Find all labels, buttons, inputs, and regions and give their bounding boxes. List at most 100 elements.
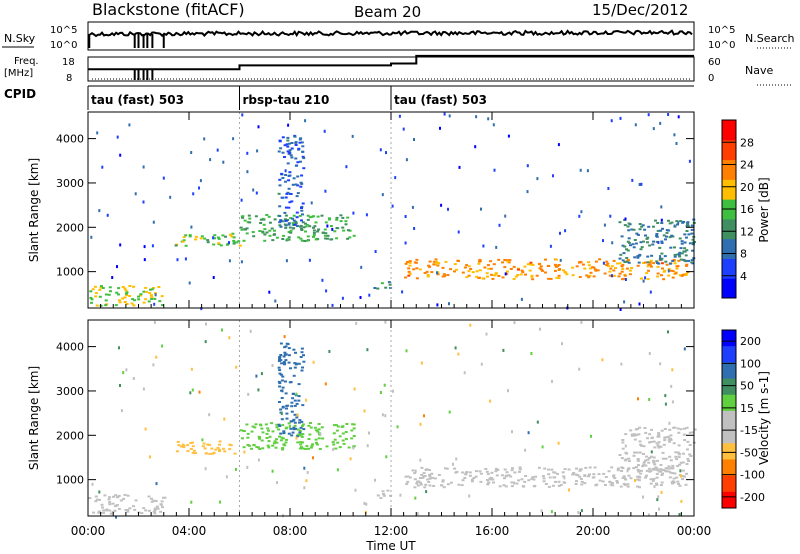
heatmap-cell <box>627 468 630 471</box>
freq-left-label-1: Freq. <box>14 56 39 67</box>
heatmap-cell <box>98 288 102 291</box>
heatmap-cell <box>449 268 453 271</box>
heatmap-speckle <box>568 488 570 492</box>
heatmap-cell <box>216 236 220 239</box>
heatmap-speckle <box>607 187 610 190</box>
heatmap-cell <box>618 272 622 275</box>
heatmap-cell <box>314 429 318 432</box>
heatmap-cell <box>652 240 656 243</box>
heatmap-speckle <box>624 278 627 281</box>
heatmap-cell <box>194 452 198 455</box>
heatmap-cell <box>522 485 526 488</box>
heatmap-cell <box>667 465 671 468</box>
heatmap-cell <box>287 223 291 226</box>
heatmap-cell <box>301 150 305 153</box>
heatmap-speckle <box>192 192 195 196</box>
heatmap-cell <box>278 385 282 388</box>
heatmap-cell <box>147 509 151 512</box>
heatmap-cell <box>281 177 285 179</box>
heatmap-cell <box>613 477 617 480</box>
heatmap-cell <box>526 263 530 266</box>
heatmap-cell <box>407 267 411 270</box>
heatmap-cell <box>131 298 135 301</box>
noise-left-tick-bottom: 10^0 <box>50 40 77 51</box>
heatmap-cell <box>408 476 412 479</box>
heatmap-cell <box>486 275 489 278</box>
heatmap-cell <box>627 460 631 463</box>
heatmap-cell <box>663 255 667 258</box>
heatmap-speckle <box>577 511 580 514</box>
heatmap-cell <box>648 433 652 436</box>
heatmap-speckle <box>111 276 114 279</box>
heatmap-speckle <box>149 455 151 459</box>
heatmap-cell <box>147 495 151 498</box>
heatmap-cell <box>412 268 416 271</box>
heatmap-cell <box>593 268 597 271</box>
heatmap-cell <box>492 481 495 484</box>
heatmap-speckle <box>664 402 667 406</box>
heatmap-cell <box>182 239 186 242</box>
heatmap-cell <box>298 421 301 424</box>
heatmap-cell <box>121 297 125 300</box>
heatmap-cell <box>612 475 615 478</box>
heatmap-cell <box>664 467 668 470</box>
heatmap-cell <box>230 235 234 238</box>
heatmap-cell <box>625 267 629 270</box>
heatmap-cell <box>275 236 279 239</box>
heatmap-cell <box>287 354 291 357</box>
heatmap-cell <box>241 215 245 218</box>
heatmap-cell <box>629 429 633 432</box>
heatmap-cell <box>642 461 646 464</box>
heatmap-cell <box>98 498 101 501</box>
heatmap-cell <box>673 246 676 249</box>
heatmap-speckle <box>162 176 165 180</box>
heatmap-cell <box>689 455 693 457</box>
heatmap-speckle <box>155 355 158 359</box>
heatmap-cell <box>639 241 643 244</box>
heatmap-cell <box>494 272 498 275</box>
heatmap-cell <box>674 272 678 275</box>
heatmap-cell <box>685 472 688 475</box>
cpid-mode-1: rbsp-tau 210 <box>243 93 330 107</box>
heatmap-cell <box>144 298 148 301</box>
heatmap-cell <box>189 442 193 444</box>
heatmap-cell <box>512 278 516 280</box>
heatmap-speckle <box>507 134 510 138</box>
heatmap-cell <box>687 233 691 236</box>
velocity-colorbar-segment <box>722 427 736 444</box>
heatmap-cell <box>341 226 345 229</box>
heatmap-cell <box>297 399 301 402</box>
heatmap-cell <box>594 260 598 263</box>
heatmap-speckle <box>208 413 211 417</box>
heatmap-cell <box>373 287 377 289</box>
heatmap-cell <box>552 476 556 479</box>
heatmap-cell <box>529 261 533 264</box>
heatmap-cell <box>682 433 686 436</box>
heatmap-speckle <box>457 352 460 356</box>
heatmap-speckle <box>321 278 324 282</box>
heatmap-cell <box>286 238 289 241</box>
heatmap-cell <box>681 478 684 481</box>
heatmap-cell <box>622 277 626 280</box>
heatmap-cell <box>265 437 269 439</box>
heatmap-cell <box>212 243 216 246</box>
heatmap-cell <box>123 287 127 290</box>
heatmap-cell <box>678 453 681 456</box>
heatmap-cell <box>608 274 612 277</box>
heatmap-cell <box>259 218 263 221</box>
heatmap-speckle <box>274 299 277 303</box>
heatmap-cell <box>638 476 642 479</box>
heatmap-cell <box>123 296 127 299</box>
heatmap-cell <box>284 206 288 209</box>
x-tick-label: 20:00 <box>576 524 611 538</box>
heatmap-speckle <box>353 387 356 391</box>
heatmap-cell <box>348 236 352 239</box>
heatmap-cell <box>302 354 305 357</box>
heatmap-cell <box>562 481 566 484</box>
heatmap-cell <box>653 463 657 466</box>
heatmap-cell <box>620 470 624 472</box>
heatmap-cell <box>282 432 286 434</box>
heatmap-speckle <box>404 215 407 218</box>
heatmap-cell <box>125 294 129 296</box>
heatmap-cell <box>149 288 152 291</box>
